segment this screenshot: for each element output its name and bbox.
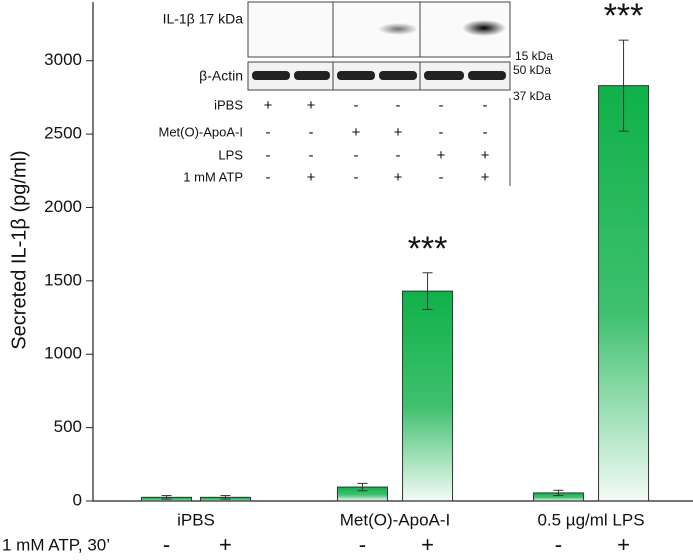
cell: - [439, 124, 444, 141]
treatment-sign: + [617, 532, 630, 557]
x-tick-label: Met(O)-ApoA-I [340, 510, 451, 529]
cell: + [437, 147, 446, 164]
cell: - [309, 124, 314, 141]
cell: - [396, 147, 401, 164]
row-label: LPS [218, 147, 243, 162]
y-tick-label: 2500 [44, 124, 82, 143]
significance: *** [604, 0, 644, 35]
x-tick-label: 0.5 µg/ml LPS [537, 510, 644, 529]
y-tick-label: 0 [73, 490, 82, 509]
y-tick-label: 1500 [44, 270, 82, 289]
cell: - [483, 124, 488, 141]
treatment-sign: - [163, 532, 170, 557]
cell: + [394, 169, 403, 186]
significance: *** [408, 230, 448, 268]
cell: + [264, 97, 273, 114]
treatment-sign: - [359, 532, 366, 557]
cell: - [266, 169, 271, 186]
cell: + [352, 124, 361, 141]
blot-label: IL-1β 17 kDa [163, 11, 244, 27]
treatment-sign: + [421, 532, 434, 557]
row-label: iPBS [214, 97, 243, 112]
y-tick-label: 3000 [44, 50, 82, 69]
cell: + [307, 169, 316, 186]
cell: + [481, 169, 490, 186]
marker-label: 37 kDa [513, 89, 551, 103]
treatment-label: 1 mM ATP, 30’ [2, 535, 110, 554]
marker-label: 50 kDa [513, 63, 551, 77]
cell: - [396, 97, 401, 114]
blot-label: β-Actin [199, 68, 243, 84]
cell: - [354, 97, 359, 114]
blot [247, 1, 511, 186]
row-label: Met(O)-ApoA-I [158, 124, 243, 139]
cell: - [266, 124, 271, 141]
bar [402, 290, 454, 502]
cell: - [309, 147, 314, 164]
cell: + [481, 147, 490, 164]
treatment-sign: - [555, 532, 562, 557]
cell: + [307, 97, 316, 114]
bar [598, 85, 650, 502]
y-tick-label: 500 [54, 417, 82, 436]
y-tick-label: 1000 [44, 344, 82, 363]
y-tick-label: 2000 [44, 197, 82, 216]
cell: + [394, 124, 403, 141]
cell: - [439, 169, 444, 186]
y-axis-label: Secreted IL-1β (pg/ml) [8, 150, 30, 349]
cell: - [354, 169, 359, 186]
cell: - [483, 97, 488, 114]
treatment-sign: + [219, 532, 232, 557]
marker-label: 15 kDa [515, 49, 553, 63]
cell: - [439, 97, 444, 114]
x-tick-label: iPBS [177, 510, 215, 529]
row-label: 1 mM ATP [183, 169, 243, 184]
cell: - [266, 147, 271, 164]
cell: - [354, 147, 359, 164]
